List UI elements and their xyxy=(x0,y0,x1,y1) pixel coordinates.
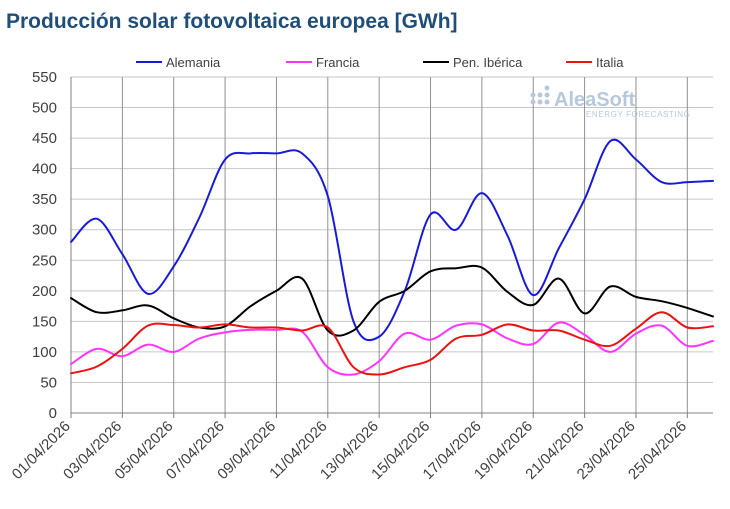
y-tick-label: 250 xyxy=(32,252,57,269)
axes: 05010015020025030035040045050055001/04/2… xyxy=(9,69,713,483)
y-tick-label: 450 xyxy=(32,130,57,147)
brand-name: AleaSoft xyxy=(554,89,635,111)
aleasoft-watermark: AleaSoft ENERGY FORECASTING xyxy=(530,85,690,119)
y-tick-label: 350 xyxy=(32,191,57,208)
y-tick-label: 150 xyxy=(32,313,57,330)
legend-label-pen-iberica: Pen. Ibérica xyxy=(453,55,523,70)
legend-label-italia: Italia xyxy=(596,55,624,70)
series-line-alemania xyxy=(70,138,714,342)
legend: Alemania Francia Pen. Ibérica Italia xyxy=(136,55,624,70)
y-tick-label: 100 xyxy=(32,344,57,361)
y-tick-label: 200 xyxy=(32,283,57,300)
y-tick-label: 400 xyxy=(32,161,57,178)
y-tick-label: 500 xyxy=(32,100,57,117)
legend-label-alemania: Alemania xyxy=(166,55,221,70)
y-tick-label: 0 xyxy=(49,405,57,422)
y-tick-label: 550 xyxy=(32,69,57,86)
brand-tagline: ENERGY FORECASTING xyxy=(586,110,690,119)
chart-title: Producción solar fotovoltaica europea [G… xyxy=(6,10,458,33)
series-line-pen-iberica xyxy=(70,264,714,337)
series-line-francia xyxy=(70,321,714,376)
legend-label-francia: Francia xyxy=(316,55,360,70)
aleasoft-logo-icon xyxy=(530,85,550,105)
series-line-italia xyxy=(70,311,714,376)
y-tick-label: 300 xyxy=(32,222,57,239)
series-lines xyxy=(70,138,714,376)
grid xyxy=(71,76,713,413)
y-tick-label: 50 xyxy=(40,374,57,391)
